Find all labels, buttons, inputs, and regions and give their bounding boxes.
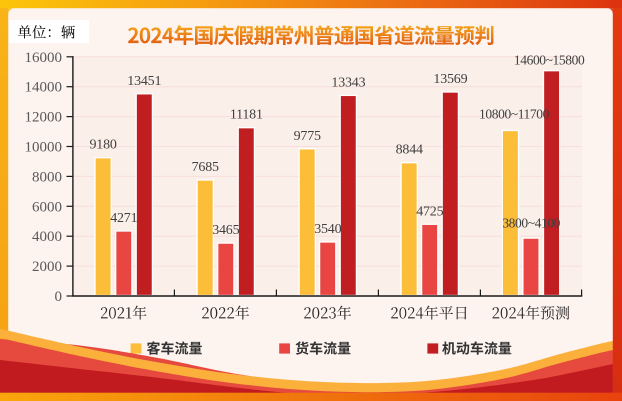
svg-text:12000: 12000: [25, 110, 63, 126]
svg-text:6000: 6000: [32, 199, 62, 215]
svg-text:0: 0: [55, 289, 63, 305]
svg-text:11181: 11181: [230, 108, 263, 123]
svg-text:3800~4100: 3800~4100: [502, 215, 560, 230]
svg-text:9775: 9775: [294, 129, 321, 144]
svg-text:7685: 7685: [192, 160, 219, 175]
svg-text:8844: 8844: [396, 143, 423, 158]
svg-text:4725: 4725: [416, 204, 443, 219]
svg-text:4000: 4000: [32, 229, 62, 245]
svg-text:3465: 3465: [212, 223, 239, 238]
svg-text:14600~15800: 14600~15800: [514, 52, 585, 67]
svg-text:14000: 14000: [25, 80, 63, 96]
svg-text:3540: 3540: [314, 222, 341, 237]
svg-text:9180: 9180: [89, 138, 116, 153]
svg-text:13451: 13451: [127, 74, 161, 89]
svg-text:2000: 2000: [32, 259, 62, 275]
svg-text:10000: 10000: [25, 140, 63, 156]
svg-text:10800~11700: 10800~11700: [479, 106, 550, 121]
svg-text:4271: 4271: [110, 211, 137, 226]
svg-text:13569: 13569: [433, 72, 467, 87]
svg-text:8000: 8000: [32, 169, 62, 185]
svg-text:16000: 16000: [25, 50, 63, 66]
svg-text:13343: 13343: [331, 75, 365, 90]
